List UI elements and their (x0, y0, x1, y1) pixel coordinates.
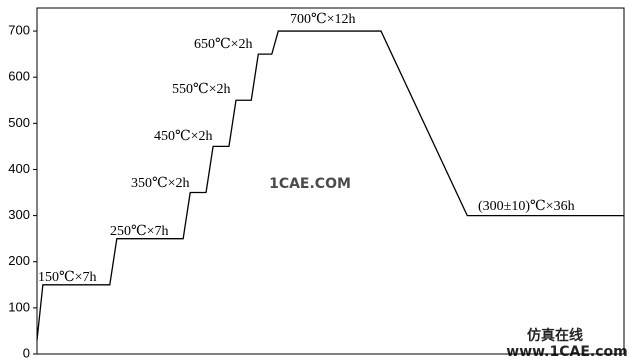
y-tick-label: 200 (8, 253, 30, 268)
y-tick-label: 500 (8, 115, 30, 130)
y-tick-label: 100 (8, 299, 30, 314)
y-tick-label: 300 (8, 207, 30, 222)
watermark: www.1CAE.com (506, 344, 627, 360)
line (36, 30, 624, 341)
annotation: 450℃×2h (154, 129, 213, 144)
annotation: 250℃×7h (110, 224, 169, 239)
annotation: (300±10)℃×36h (478, 199, 575, 214)
y-tick-label: 0 (23, 345, 30, 360)
annotation: 150℃×7h (38, 270, 97, 285)
annotation: 650℃×2h (194, 37, 253, 52)
annotation: 700℃×12h (290, 12, 356, 27)
y-tick-label: 600 (8, 69, 30, 84)
annotation: 350℃×2h (131, 176, 190, 191)
watermark: 1CAE.COM (269, 176, 351, 192)
plot-frame (36, 7, 625, 355)
y-tick-label: 400 (8, 161, 30, 176)
watermark: 仿真在线 (527, 327, 583, 344)
annotation: 550℃×2h (172, 82, 231, 97)
y-tick-label: 700 (8, 23, 30, 38)
